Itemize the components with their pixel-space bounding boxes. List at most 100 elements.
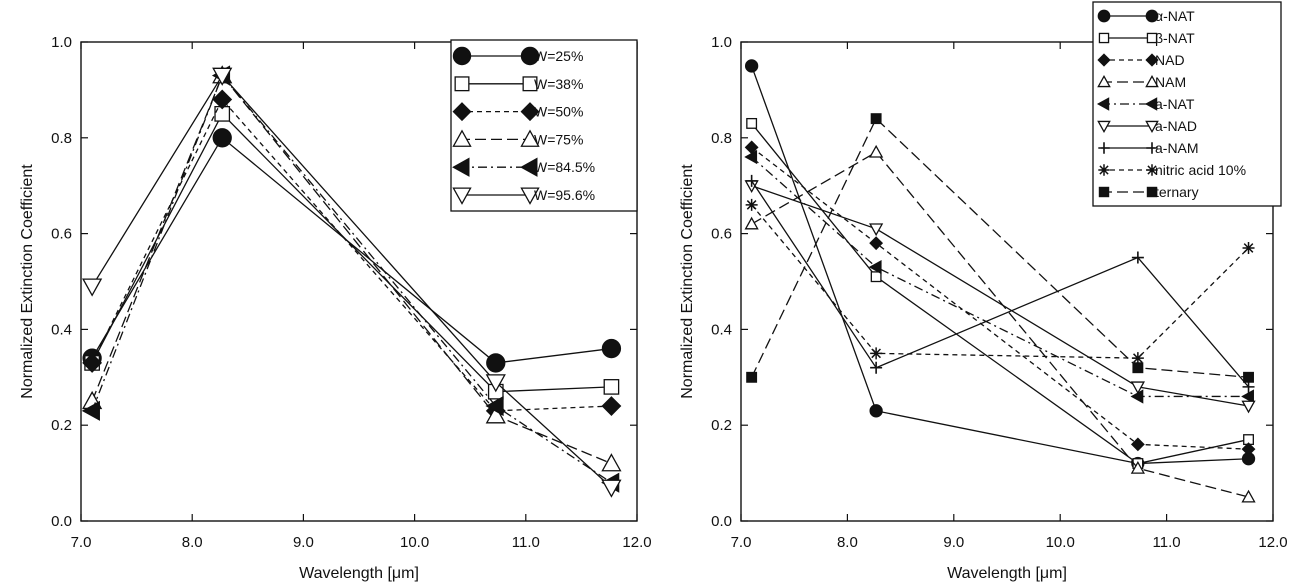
legend-item: W=25% [452, 46, 583, 66]
legend-marker [1097, 9, 1111, 23]
legend-item: NAM [1097, 74, 1186, 90]
chart-left: 7.0 8.0 9.0 10.0 11.0 12.0 0.0 0.2 0.4 0.6 0.8 1.0 W… [19, 34, 652, 582]
legend-label: W=38% [534, 76, 583, 92]
legend-marker [1146, 32, 1158, 44]
legend-label: W=95.6% [534, 187, 595, 203]
legend-item: nitric acid 10% [1098, 162, 1246, 178]
data-point [1243, 371, 1254, 383]
legend-label: W=75% [534, 131, 583, 147]
y-tick-label: 1.0 [711, 34, 732, 51]
data-point [1241, 442, 1256, 457]
series-line [751, 123, 1249, 465]
data-point [1130, 460, 1145, 474]
legend-marker [452, 157, 470, 177]
legend-marker [1097, 53, 1111, 67]
data-point [82, 353, 103, 373]
x-tick-label: 7.0 [71, 534, 92, 551]
data-point [745, 198, 758, 211]
series-line [751, 151, 1249, 498]
legend-marker [520, 157, 538, 177]
series-1 [82, 128, 622, 373]
data-point [870, 361, 883, 374]
legend-marker [1144, 97, 1158, 111]
series-line [91, 112, 612, 393]
legend-label: W=25% [534, 48, 583, 64]
legend-item: NAD [1097, 52, 1185, 68]
x-tick-label: 10.0 [400, 534, 429, 551]
legend-marker [520, 129, 540, 147]
data-point [870, 347, 883, 360]
data-point [212, 67, 233, 86]
data-point [869, 144, 884, 158]
x-tick-label: 12.0 [622, 534, 651, 551]
y-tick-label: 0.2 [51, 417, 72, 434]
legend-label: β-NAT [1155, 30, 1195, 46]
data-point [1131, 251, 1144, 264]
data-point [485, 395, 504, 417]
legend-marker [1098, 186, 1110, 198]
plot-frame [80, 41, 638, 522]
legend-marker [1145, 74, 1159, 88]
legend-marker [522, 76, 538, 92]
legend-item: W=38% [454, 76, 583, 92]
legend-label: a-NAD [1155, 118, 1197, 134]
data-point [601, 396, 622, 416]
data-point [1130, 389, 1144, 404]
legend-marker [520, 46, 540, 66]
series-line [751, 185, 1249, 407]
legend-marker [454, 76, 470, 92]
legend-marker [452, 187, 472, 205]
x-tick-label: 8.0 [837, 534, 858, 551]
data-point [744, 149, 758, 165]
data-point [601, 479, 622, 498]
series-line [751, 65, 1249, 465]
legend-label: NAM [1155, 74, 1186, 90]
legend-marker [520, 102, 540, 122]
series-line [751, 146, 1249, 450]
legend-marker [520, 187, 540, 205]
x-axis-label: Wavelength [μm] [947, 565, 1067, 582]
data-point [212, 128, 232, 148]
series-line [91, 74, 612, 465]
y-tick-label: 1.0 [51, 34, 72, 51]
data-point [1241, 400, 1256, 414]
x-tick-label: 11.0 [512, 534, 540, 551]
y-tick-label: 0.6 [51, 226, 72, 243]
legend-label: nitric acid 10% [1155, 162, 1246, 178]
series-line [751, 204, 1249, 359]
data-point [601, 338, 622, 359]
legend-label: NAD [1155, 52, 1185, 68]
x-tick-label: 11.0 [1153, 534, 1181, 551]
data-point [744, 59, 759, 73]
legend-box [450, 39, 638, 212]
series-6 [744, 180, 1256, 414]
series-8 [745, 198, 1255, 365]
legend-label: W=84.5% [534, 159, 595, 175]
x-tick-label: 9.0 [943, 534, 964, 551]
data-point [1242, 380, 1255, 393]
series-line [91, 74, 612, 484]
series-line [91, 74, 612, 488]
legend-marker [452, 129, 472, 147]
data-point [485, 405, 506, 424]
x-tick-label: 7.0 [731, 534, 752, 551]
y-tick-label: 0.4 [711, 321, 732, 338]
legend-label: α-NAT [1155, 8, 1195, 24]
legend-item: β-NAT [1098, 30, 1195, 46]
data-point [1130, 437, 1145, 452]
series-3 [744, 140, 1256, 457]
x-tick-label: 10.0 [1046, 534, 1075, 551]
data-point [870, 271, 882, 283]
data-point [870, 113, 882, 125]
legend-marker [1145, 53, 1159, 67]
data-point [212, 89, 233, 110]
legend-label: a-NAT [1155, 96, 1195, 112]
y-tick-label: 0.2 [711, 417, 732, 434]
y-axis-label: Normalized Extinction Coefficient [679, 164, 696, 399]
legend-item: W=50% [452, 102, 583, 122]
legend-label: W=50% [534, 104, 583, 120]
legend-marker [1097, 74, 1111, 88]
series-7 [745, 174, 1255, 393]
legend-marker [1098, 164, 1110, 176]
